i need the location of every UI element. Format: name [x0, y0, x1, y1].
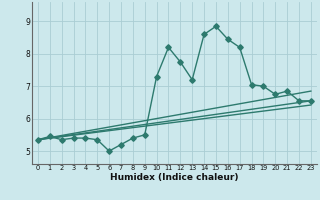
X-axis label: Humidex (Indice chaleur): Humidex (Indice chaleur): [110, 173, 239, 182]
